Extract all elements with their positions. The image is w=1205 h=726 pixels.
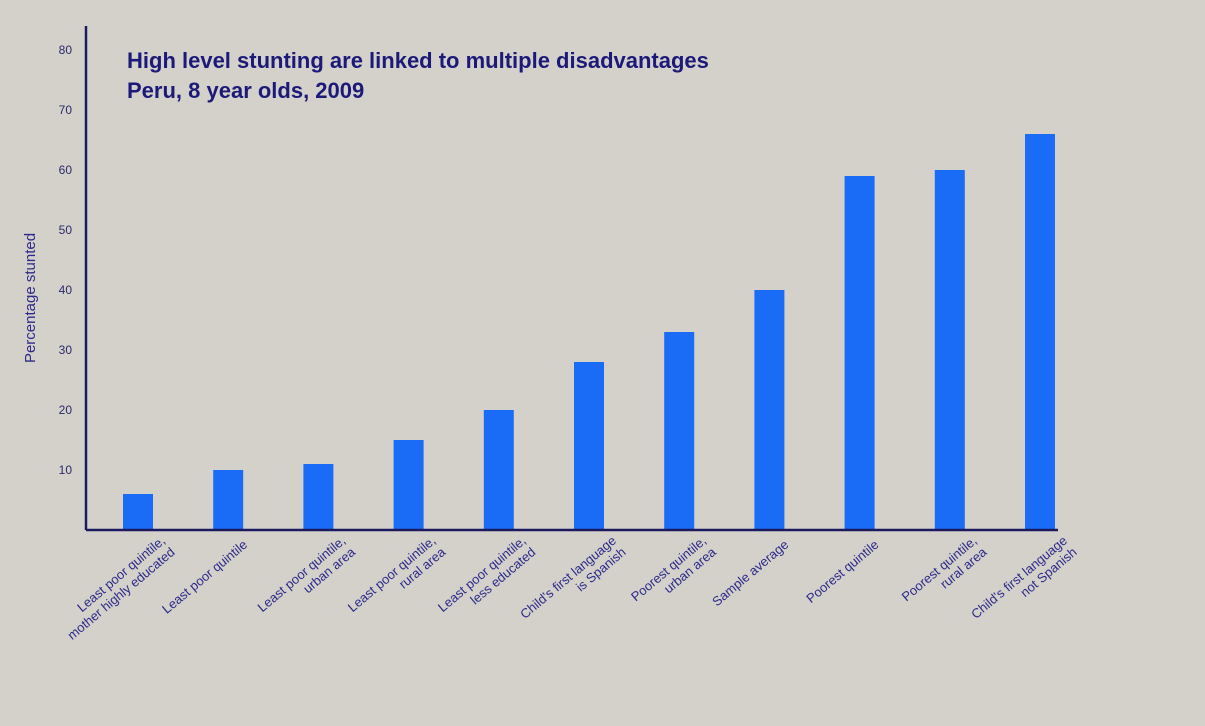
x-tick-label: Least poor quintile,mother highly educat… [55,533,178,643]
y-tick-label: 10 [59,463,73,477]
y-tick-label: 80 [59,43,73,57]
x-tick-label-line: Sample average [709,537,791,609]
y-axis-label: Percentage stunted [22,233,39,363]
bar [483,410,514,530]
chart-title-block: High level stunting are linked to multip… [127,46,709,106]
x-tick-label: Least poor quintile [159,537,250,617]
bar [123,494,153,530]
x-tick-label: Sample average [709,537,791,609]
bar [1025,134,1055,530]
x-tick-label-line: Child's first language [968,533,1070,622]
axes-layer [84,26,1058,532]
chart-title: High level stunting are linked to multip… [127,48,709,73]
bar [213,470,244,530]
x-tick-label-line: Child's first language [517,533,619,622]
x-tick-label: Child's first languageis Spanish [517,533,628,633]
y-tick-label: 20 [59,403,73,417]
bar [664,332,695,530]
chart-subtitle: Peru, 8 year olds, 2009 [127,78,365,103]
y-tick-label: 40 [59,283,73,297]
x-tick-label: Child's first languagenot Spanish [968,533,1079,633]
category-labels: Least poor quintile,mother highly educat… [55,532,1079,643]
bar [844,176,875,530]
bar [393,440,424,530]
x-tick-label-line: Poorest quintile [803,537,881,606]
bar [574,362,604,530]
bar [934,170,965,530]
bar [303,464,334,530]
bar [754,290,785,530]
y-tick-label: 30 [59,343,73,357]
x-tick-label-line: Least poor quintile [159,537,250,617]
x-tick-label-line: mother highly educated [64,544,177,642]
y-tick-label: 50 [59,223,73,237]
x-tick-label: Poorest quintile [803,537,881,606]
y-tick-label: 70 [59,103,73,117]
x-tick-label: Least poor quintile,rural area [345,532,449,626]
x-tick-label: Least poor quintile,urban area [255,532,359,626]
x-tick-label: Poorest quintile,urban area [628,532,719,615]
bars-layer [123,134,1055,530]
y-tick-label: 60 [59,163,73,177]
y-tick-labels: 10 20 30 40 50 60 70 80 [59,43,73,477]
